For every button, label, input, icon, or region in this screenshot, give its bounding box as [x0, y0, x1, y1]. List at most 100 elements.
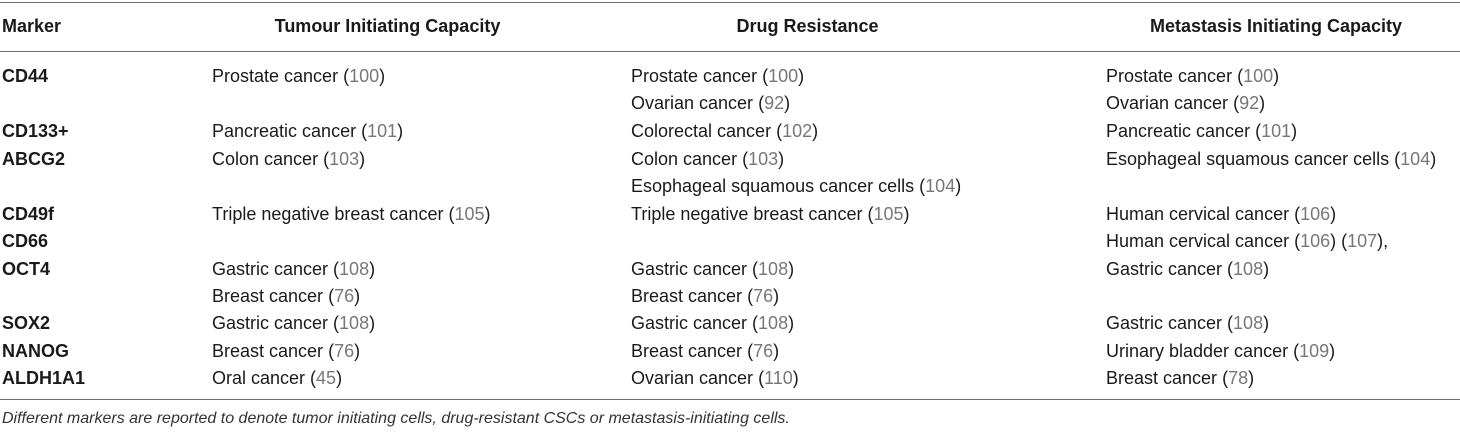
cancer-type: Oral cancer	[212, 368, 306, 388]
cancer-type: Gastric cancer	[1106, 259, 1223, 279]
cancer-type: Triple negative breast cancer	[631, 204, 863, 224]
cancer-type: Colorectal cancer	[631, 121, 772, 141]
reference-link[interactable]: 108	[758, 259, 789, 279]
reference-link[interactable]: 76	[334, 286, 355, 306]
drug-entry: Breast cancer (76)	[631, 286, 780, 306]
header-drug-resistance: Drug Resistance	[736, 16, 879, 36]
header-metastasis-initiating-capacity: Metastasis Initiating Capacity	[1149, 16, 1403, 36]
cancer-type: Ovarian cancer	[631, 93, 754, 113]
reference-link[interactable]: 108	[339, 259, 370, 279]
drug-entry: Colon cancer (103)	[631, 149, 785, 169]
metastasis-entry: Prostate cancer (100)	[1106, 66, 1280, 86]
cancer-type: Pancreatic cancer	[212, 121, 357, 141]
cancer-type: Ovarian cancer	[1106, 93, 1229, 113]
drug-entry: Breast cancer (76)	[631, 341, 780, 361]
metastasis-entry: Human cervical cancer (106) (107),	[1106, 231, 1389, 251]
reference-link[interactable]: 107	[1347, 231, 1378, 251]
cancer-type: Gastric cancer	[212, 313, 329, 333]
marker-name: CD133+	[2, 121, 69, 141]
reference-link[interactable]: 100	[768, 66, 799, 86]
tumour-entry: Breast cancer (76)	[212, 341, 361, 361]
cancer-type: Breast cancer	[1106, 368, 1218, 388]
tumour-entry: Pancreatic cancer (101)	[212, 121, 404, 141]
reference-link[interactable]: 104	[1400, 149, 1431, 169]
reference-link[interactable]: 105	[873, 204, 904, 224]
tumour-entry: Gastric cancer (108)	[212, 313, 376, 333]
table-bottom-rule	[0, 399, 1460, 400]
cancer-type: Prostate cancer	[631, 66, 758, 86]
cancer-type: Gastric cancer	[631, 313, 748, 333]
cancer-type: Breast cancer	[631, 286, 743, 306]
reference-link[interactable]: 108	[1233, 313, 1264, 333]
drug-entry: Gastric cancer (108)	[631, 259, 795, 279]
cancer-type: Pancreatic cancer	[1106, 121, 1251, 141]
metastasis-entry: Breast cancer (78)	[1106, 368, 1255, 388]
cancer-type: Prostate cancer	[212, 66, 339, 86]
marker-name: ABCG2	[2, 149, 66, 169]
reference-link[interactable]: 101	[1261, 121, 1292, 141]
metastasis-entry: Gastric cancer (108)	[1106, 313, 1270, 333]
marker-name: OCT4	[2, 259, 51, 279]
metastasis-entry: Gastric cancer (108)	[1106, 259, 1270, 279]
cancer-type: Prostate cancer	[1106, 66, 1233, 86]
cancer-type: Esophageal squamous cancer cells	[631, 176, 915, 196]
reference-link[interactable]: 103	[748, 149, 779, 169]
reference-link[interactable]: 106	[1300, 231, 1331, 251]
cancer-type: Human cervical cancer	[1106, 204, 1290, 224]
reference-link[interactable]: 108	[1233, 259, 1264, 279]
reference-link[interactable]: 105	[454, 204, 485, 224]
marker-name: CD49f	[2, 204, 55, 224]
marker-name: CD66	[2, 231, 49, 251]
metastasis-entry: Pancreatic cancer (101)	[1106, 121, 1298, 141]
reference-link[interactable]: 92	[1239, 93, 1260, 113]
reference-link[interactable]: 101	[367, 121, 398, 141]
reference-link[interactable]: 78	[1228, 368, 1249, 388]
drug-entry: Gastric cancer (108)	[631, 313, 795, 333]
drug-entry: Ovarian cancer (92)	[631, 93, 791, 113]
marker-name: CD44	[2, 66, 49, 86]
entry-suffix: ,	[1383, 231, 1389, 251]
reference-link[interactable]: 106	[1300, 204, 1331, 224]
cancer-type: Breast cancer	[212, 341, 324, 361]
table-caption: Different markers are reported to denote…	[2, 410, 790, 427]
reference-link[interactable]: 76	[334, 341, 355, 361]
reference-link[interactable]: 76	[753, 341, 774, 361]
reference-link[interactable]: 92	[764, 93, 785, 113]
marker-name: ALDH1A1	[2, 368, 86, 388]
reference-link[interactable]: 110	[764, 368, 793, 388]
header-marker: Marker	[2, 16, 62, 36]
cancer-type: Gastric cancer	[1106, 313, 1223, 333]
cancer-type: Triple negative breast cancer	[212, 204, 444, 224]
tumour-entry: Oral cancer (45)	[212, 368, 343, 388]
reference-link[interactable]: 100	[1243, 66, 1274, 86]
cancer-type: Breast cancer	[631, 341, 743, 361]
tumour-entry: Prostate cancer (100)	[212, 66, 386, 86]
cancer-type: Colon cancer	[212, 149, 319, 169]
metastasis-entry: Urinary bladder cancer (109)	[1106, 341, 1336, 361]
table-header-rule	[0, 51, 1460, 52]
reference-link[interactable]: 100	[349, 66, 380, 86]
cancer-type: Breast cancer	[212, 286, 324, 306]
metastasis-entry: Esophageal squamous cancer cells (104)	[1106, 149, 1437, 169]
reference-link[interactable]: 108	[758, 313, 789, 333]
cancer-type: Esophageal squamous cancer cells	[1106, 149, 1390, 169]
reference-link[interactable]: 104	[925, 176, 956, 196]
drug-entry: Triple negative breast cancer (105)	[631, 204, 910, 224]
reference-link[interactable]: 102	[782, 121, 813, 141]
marker-name: SOX2	[2, 313, 51, 333]
reference-link[interactable]: 108	[339, 313, 370, 333]
metastasis-entry: Human cervical cancer (106)	[1106, 204, 1337, 224]
reference-link[interactable]: 45	[316, 368, 337, 388]
cancer-type: Colon cancer	[631, 149, 738, 169]
cancer-type: Ovarian cancer	[631, 368, 754, 388]
drug-entry: Prostate cancer (100)	[631, 66, 805, 86]
drug-entry: Esophageal squamous cancer cells (104)	[631, 176, 962, 196]
cancer-type: Human cervical cancer	[1106, 231, 1290, 251]
reference-link[interactable]: 76	[753, 286, 774, 306]
cancer-type: Urinary bladder cancer	[1106, 341, 1289, 361]
reference-link[interactable]: 103	[329, 149, 360, 169]
tumour-entry: Colon cancer (103)	[212, 149, 366, 169]
reference-link[interactable]: 109	[1299, 341, 1330, 361]
table-top-rule	[0, 2, 1460, 3]
metastasis-entry: Ovarian cancer (92)	[1106, 93, 1266, 113]
